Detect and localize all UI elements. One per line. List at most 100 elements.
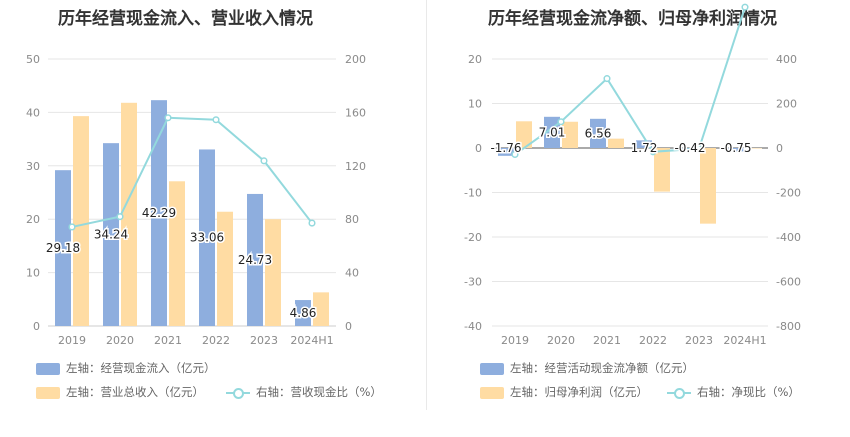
right-bar-orange [608,138,624,148]
right-category-label: 2021 [593,334,621,347]
left-category-label: 2024H1 [290,334,333,347]
legend-left-cash-inflow-label: 左轴：经营现金流入（亿元） [66,361,216,375]
right-bar-orange [516,121,532,148]
left-bar-orange [265,219,281,326]
right-bar-orange [562,121,578,148]
right-category-label: 2019 [501,334,529,347]
left-right-tick-label: 200 [345,53,366,66]
left-left-tick-label: 30 [26,160,40,173]
left-data-label: 24.73 [238,253,272,267]
left-data-label: 42.29 [142,206,176,220]
left-left-tick-label: 40 [26,106,40,119]
right-data-label: -1.76 [490,141,521,155]
right-ratio-point [649,148,657,156]
right-bar-blue [498,148,514,156]
legend-left-revenue[interactable]: 左轴：营业总收入（亿元） [36,384,204,400]
left-category-label: 2020 [106,334,134,347]
right-right-tick-label: -800 [776,320,801,333]
left-bar-blue [295,300,311,326]
right-chart-title: 历年经营现金流净额、归母净利润情况 [488,9,777,29]
right-category-label: 2023 [685,334,713,347]
left-category-label: 2023 [250,334,278,347]
right-bar-blue [590,118,606,148]
right-data-label: 1.72 [631,141,658,155]
legend-swatch-blue [36,362,60,375]
left-bar-orange [73,116,89,326]
left-ratio-point [212,116,220,124]
right-ratio-point [695,145,703,153]
right-left-tick-label: 20 [468,53,482,66]
right-right-tick-label: 400 [776,53,797,66]
left-right-tick-label: 80 [345,213,359,226]
left-category-label: 2021 [154,334,182,347]
right-bar-orange [654,148,670,192]
right-left-tick-label: 0 [475,142,482,155]
left-category-label: 2019 [58,334,86,347]
right-ratio-point [557,118,565,126]
right-left-tick-label: 10 [468,98,482,111]
left-bar-orange [313,292,329,326]
right-bar-orange [746,148,762,149]
legend-right-net-cash-ratio-label: 右轴：净现比（%） [697,385,800,399]
left-ratio-point [260,157,268,165]
left-data-label: 33.06 [190,231,224,245]
right-right-tick-label: -400 [776,231,801,244]
left-left-tick-label: 0 [33,320,40,333]
right-data-label: -0.75 [720,141,751,155]
left-chart-title: 历年经营现金流入、营业收入情况 [58,9,313,29]
left-ratio-point [116,213,124,221]
left-left-tick-label: 20 [26,213,40,226]
legend-right-net-profit[interactable]: 左轴：归母净利润（亿元） [480,384,648,400]
legend-right-net-cash-ratio[interactable]: 右轴：净现比（%） [667,384,800,400]
legend-left-cash-ratio-label: 右轴：营收现金比（%） [256,385,382,399]
legend-right-net-cashflow[interactable]: 左轴：经营活动现金流净额（亿元） [480,360,694,376]
left-right-tick-label: 0 [345,320,352,333]
legend-right-net-cashflow-label: 左轴：经营活动现金流净额（亿元） [510,361,694,375]
left-bar-orange [217,211,233,326]
legend-left-revenue-label: 左轴：营业总收入（亿元） [66,385,204,399]
legend-line-icon [667,387,691,399]
left-data-label: 34.24 [94,228,128,242]
left-left-tick-label: 50 [26,53,40,66]
legend-swatch-blue [480,362,504,375]
left-category-label: 2022 [202,334,230,347]
left-bar-blue [55,170,71,326]
right-left-tick-label: -10 [464,187,482,200]
left-left-tick-label: 10 [26,267,40,280]
legend-left-cash-ratio[interactable]: 右轴：营收现金比（%） [226,384,382,400]
left-bar-orange [169,181,185,326]
left-ratio-point [164,114,172,122]
left-right-tick-label: 40 [345,267,359,280]
right-category-label: 2022 [639,334,667,347]
left-bar-orange [121,102,137,327]
right-ratio-point [741,3,749,11]
right-right-tick-label: -600 [776,276,801,289]
left-right-tick-label: 160 [345,106,366,119]
legend-right-net-profit-label: 左轴：归母净利润（亿元） [510,385,648,399]
right-ratio-point [603,75,611,83]
right-left-tick-label: -40 [464,320,482,333]
right-data-label: -0.42 [674,141,705,155]
left-bar-blue [247,193,263,326]
left-ratio-point [68,223,76,231]
right-left-tick-label: -20 [464,231,482,244]
right-category-label: 2024H1 [723,334,766,347]
left-data-label: 29.18 [46,241,80,255]
right-right-tick-label: 0 [776,142,783,155]
left-ratio-point [308,219,316,227]
right-ratio-line [514,6,746,156]
legend-swatch-orange [36,386,60,399]
right-bar-orange [700,148,716,224]
legend-left-cash-inflow[interactable]: 左轴：经营现金流入（亿元） [36,360,216,376]
left-bar-blue [103,143,119,326]
right-bar-blue [636,140,652,148]
left-data-label: 4.86 [290,306,317,320]
right-data-label: 7.01 [539,125,566,139]
left-right-tick-label: 120 [345,160,366,173]
left-bar-blue [199,149,215,326]
right-ratio-point [511,150,519,159]
right-left-tick-label: -30 [464,276,482,289]
right-right-tick-label: -200 [776,187,801,200]
right-bar-blue [728,148,744,152]
